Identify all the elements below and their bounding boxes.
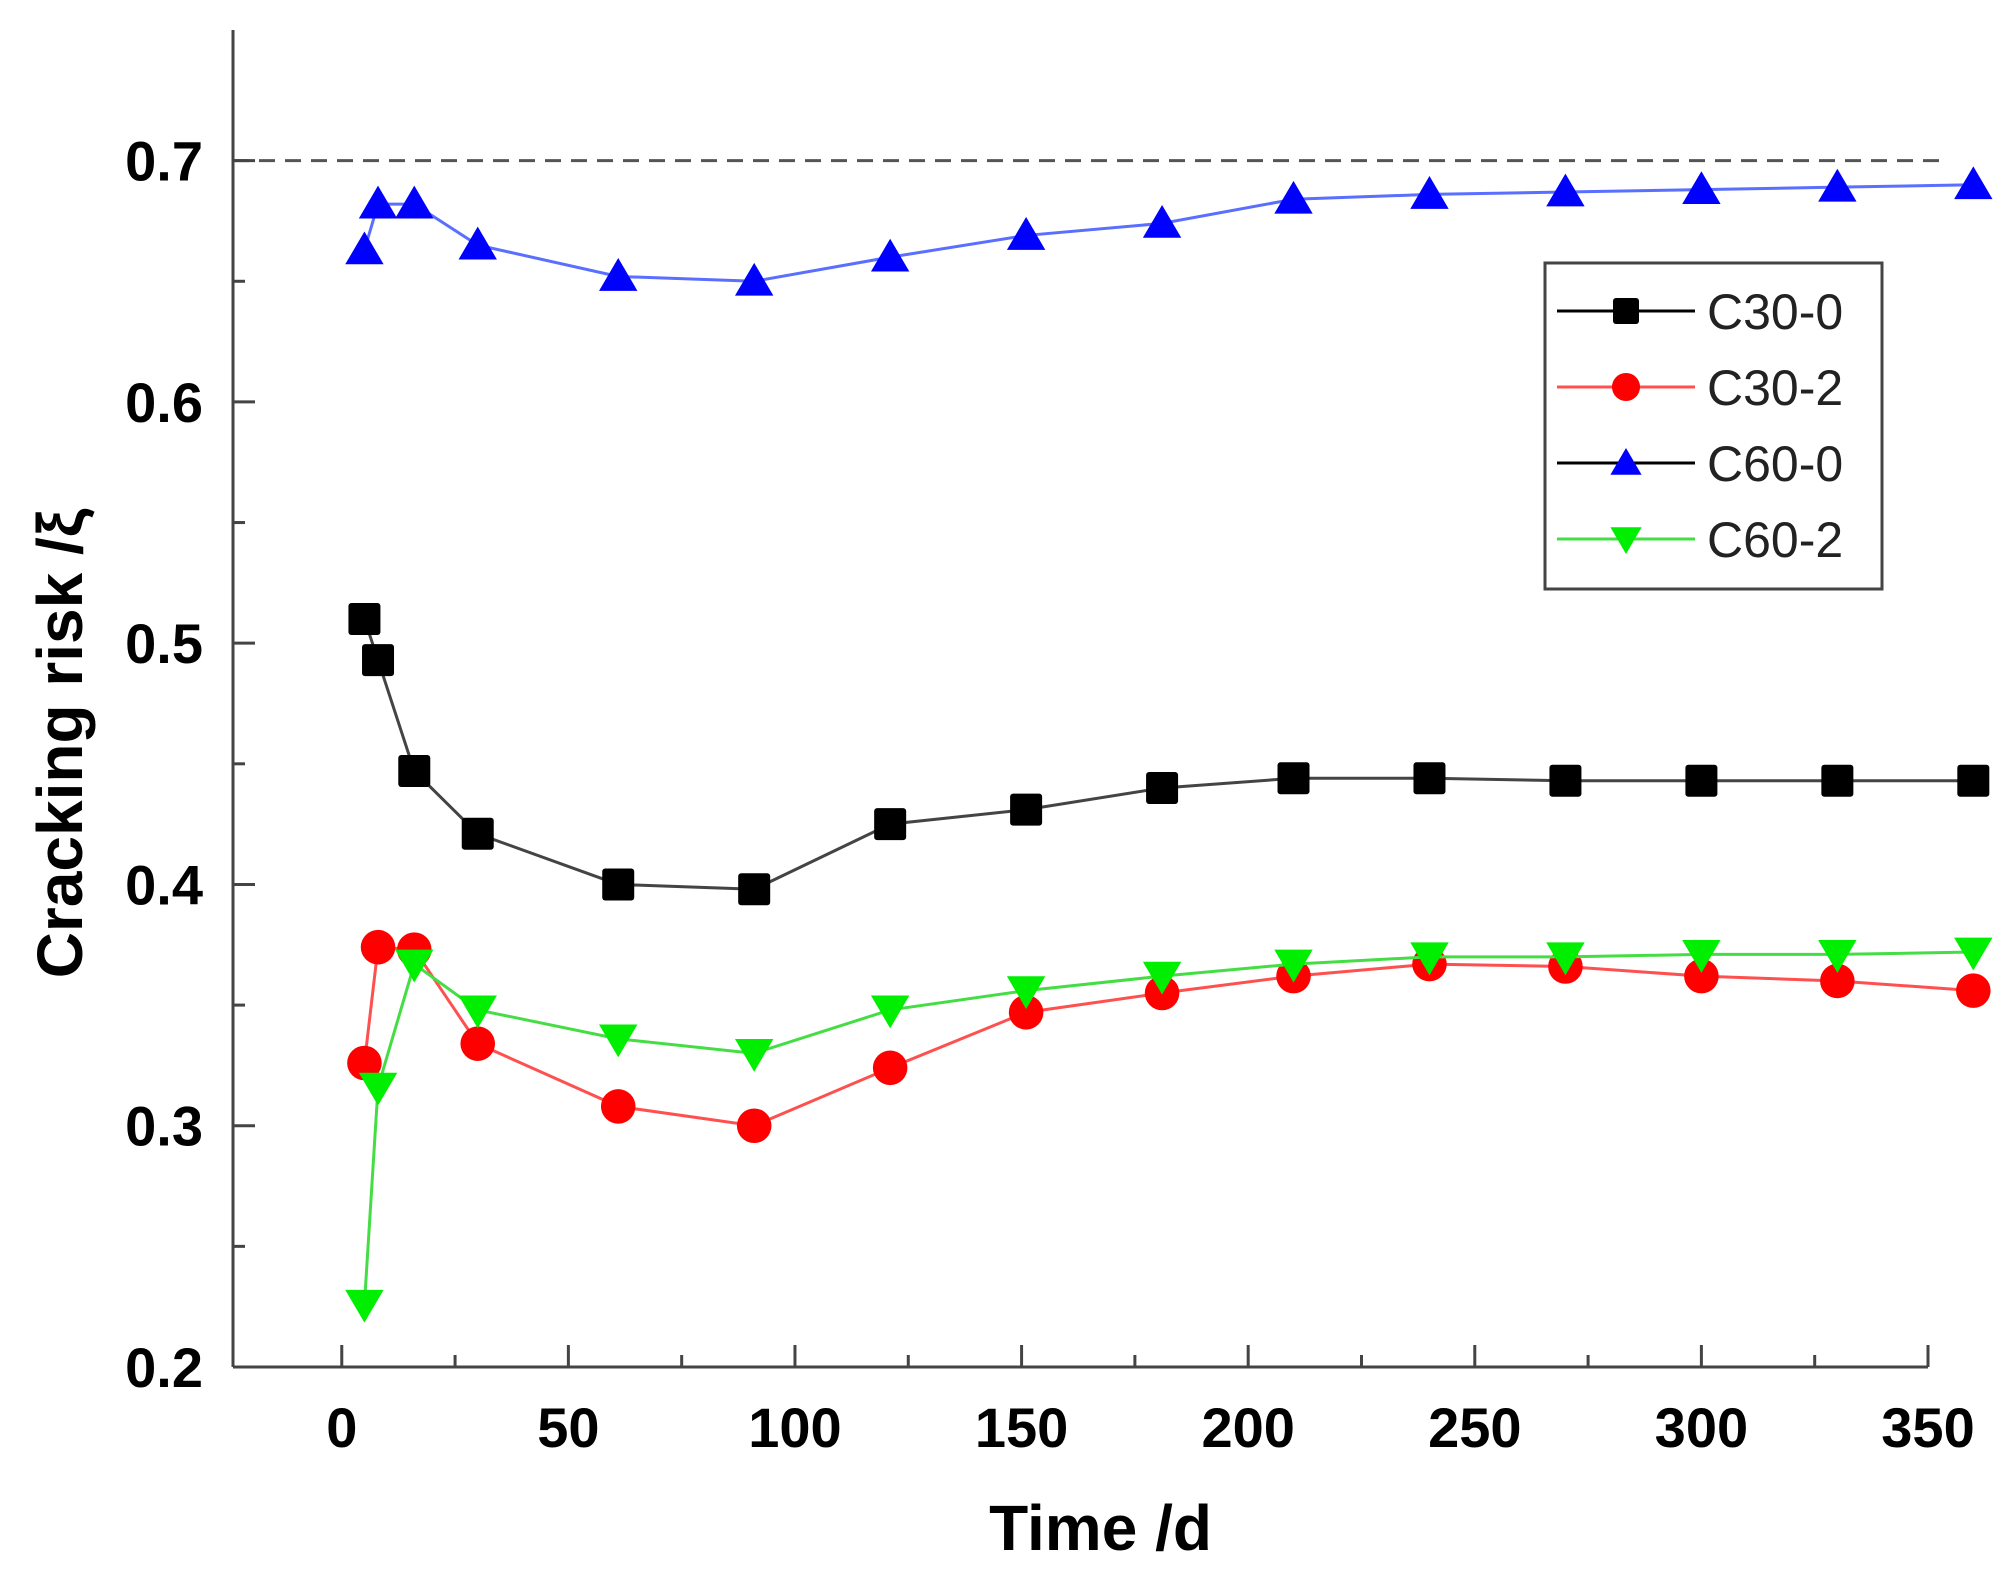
- data-point-c30-0: [602, 868, 635, 901]
- x-tick-label: 50: [537, 1396, 599, 1459]
- data-point-c60-2: [458, 995, 497, 1029]
- data-point-c60-0: [1546, 173, 1585, 207]
- y-tick-label: 0.6: [125, 371, 203, 434]
- data-point-c30-0: [1010, 793, 1043, 826]
- data-point-c60-2: [345, 1289, 384, 1323]
- data-point-c30-0: [738, 873, 771, 906]
- legend-label-c30-2: C30-2: [1707, 360, 1843, 416]
- data-point-c60-0: [1954, 166, 1993, 200]
- data-point-c60-0: [395, 185, 434, 219]
- data-point-c30-2: [460, 1026, 496, 1061]
- data-point-c30-0: [1146, 771, 1179, 804]
- data-point-c60-2: [870, 995, 910, 1029]
- x-tick-label: 150: [975, 1396, 1068, 1459]
- data-point-c60-0: [1410, 176, 1449, 209]
- data-point-c60-2: [1546, 942, 1585, 976]
- y-tick-label: 0.4: [125, 853, 203, 916]
- y-axis-title: Cracking risk /ξ: [24, 508, 96, 978]
- x-tick-label: 200: [1201, 1396, 1294, 1459]
- data-point-c60-2: [599, 1024, 638, 1058]
- data-point-c30-2: [360, 929, 396, 965]
- data-point-c30-0: [461, 817, 494, 850]
- legend-label-c60-0: C60-0: [1707, 436, 1843, 492]
- data-point-c30-2: [736, 1108, 772, 1144]
- data-point-c30-0: [1549, 764, 1582, 797]
- data-point-c30-0: [348, 603, 381, 636]
- data-point-c30-0: [398, 755, 431, 788]
- data-point-c60-2: [1006, 976, 1046, 1010]
- legend-label-c60-2: C60-2: [1707, 512, 1843, 568]
- data-point-c60-2: [1142, 961, 1182, 995]
- data-point-c30-0: [1277, 762, 1310, 795]
- data-point-c30-2: [600, 1089, 636, 1124]
- data-point-c60-0: [1142, 204, 1182, 238]
- series-c60-2: [345, 937, 1993, 1323]
- data-point-c60-0: [458, 226, 497, 260]
- legend-box: [1543, 261, 1884, 591]
- data-point-c60-0: [1006, 217, 1046, 250]
- data-point-c30-0: [1413, 762, 1446, 795]
- x-axis-title: Time /d: [989, 1492, 1212, 1564]
- data-point-c30-0: [874, 808, 907, 841]
- y-tick-label: 0.3: [125, 1095, 203, 1158]
- legend-marker-c60-0: [1610, 448, 1642, 475]
- series-c60-0: [345, 166, 1993, 296]
- data-point-c60-2: [1954, 937, 1993, 971]
- data-point-c30-2: [1684, 958, 1719, 994]
- data-point-c30-2: [1820, 963, 1855, 999]
- x-tick-label: 0: [326, 1396, 357, 1459]
- legend: C30-0 C30-2 C60-0 C60-2: [1543, 261, 1884, 591]
- data-point-c30-2: [872, 1050, 908, 1086]
- data-point-c60-2: [1274, 949, 1313, 983]
- data-point-c30-0: [1685, 764, 1718, 797]
- legend-marker-c60-2: [1610, 527, 1642, 554]
- data-point-c60-0: [599, 258, 638, 291]
- data-point-c30-0: [362, 644, 395, 677]
- data-point-c60-2: [395, 949, 434, 983]
- series-c30-0: [348, 603, 1990, 906]
- data-point-c60-0: [358, 185, 398, 219]
- legend-marker-c30-2: [1611, 372, 1641, 402]
- legend-marker-c30-0: [1613, 298, 1639, 324]
- data-point-c60-0: [734, 262, 774, 296]
- data-point-c60-0: [1274, 180, 1313, 214]
- data-point-c60-2: [358, 1072, 398, 1106]
- x-tick-label: 350: [1881, 1396, 1974, 1459]
- data-point-c60-2: [1682, 940, 1721, 973]
- y-tick-label: 0.5: [125, 612, 203, 675]
- data-point-c30-2: [1008, 995, 1044, 1030]
- data-point-c60-2: [734, 1038, 774, 1072]
- data-point-c60-2: [1410, 942, 1449, 976]
- data-point-c30-2: [1956, 973, 1991, 1008]
- data-point-c30-2: [347, 1045, 382, 1081]
- data-point-c60-2: [1818, 940, 1857, 973]
- data-point-c60-0: [1682, 171, 1721, 204]
- x-tick-label: 250: [1428, 1396, 1521, 1459]
- x-tick-label: 100: [748, 1396, 841, 1459]
- data-point-c30-0: [1821, 764, 1854, 797]
- data-point-c60-0: [345, 231, 384, 265]
- data-point-c60-0: [1818, 168, 1857, 202]
- data-point-c60-0: [870, 238, 910, 272]
- y-tick-label: 0.7: [125, 130, 203, 193]
- x-tick-label: 300: [1655, 1396, 1748, 1459]
- data-point-c30-0: [1957, 764, 1990, 797]
- y-tick-label: 0.2: [125, 1336, 203, 1399]
- legend-label-c30-0: C30-0: [1707, 284, 1843, 340]
